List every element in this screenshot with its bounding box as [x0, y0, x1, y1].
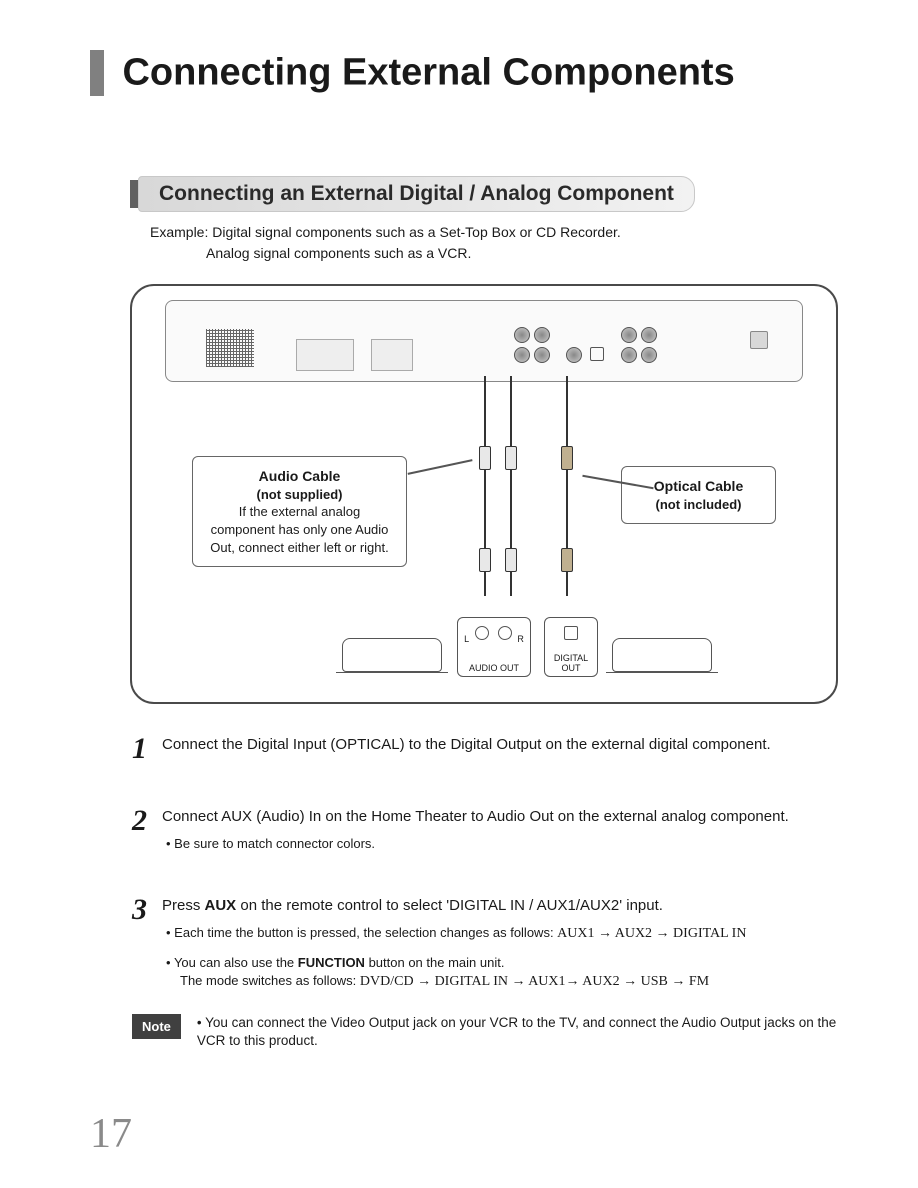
step-number: 1: [132, 734, 162, 764]
audio-l-label: L: [464, 634, 469, 644]
step-text: Press AUX on the remote control to selec…: [162, 895, 746, 916]
cable-plug: [505, 446, 517, 470]
component-jack: [641, 347, 657, 363]
sequence-text: DVD/CD → DIGITAL IN → AUX1→ AUX2 → USB →…: [360, 974, 709, 989]
callout-subtitle: (not included): [634, 496, 763, 514]
jack-icon: [475, 626, 489, 640]
speaker-terminals-1: [296, 339, 354, 371]
aux-jack: [534, 347, 550, 363]
step-sub: Each time the button is pressed, the sel…: [166, 924, 746, 991]
component-jack: [641, 327, 657, 343]
cable-plug: [505, 548, 517, 572]
note-row: Note You can connect the Video Output ja…: [132, 1014, 858, 1052]
leader-line: [408, 459, 473, 474]
optical-plug: [561, 548, 573, 572]
digital-out-box: DIGITAL OUT: [544, 617, 598, 677]
cable-plug: [479, 446, 491, 470]
page-number: 17: [90, 1110, 132, 1158]
audio-r-label: R: [517, 634, 524, 644]
video-jack: [566, 347, 582, 363]
aux-jack: [514, 347, 530, 363]
step-body: Press AUX on the remote control to selec…: [162, 895, 746, 991]
connection-diagram: Audio Cable (not supplied) If the extern…: [130, 284, 838, 704]
step-number: 3: [132, 895, 162, 991]
audio-out-label: AUDIO OUT: [458, 663, 530, 673]
section-heading: Connecting an External Digital / Analog …: [90, 176, 858, 212]
callout-title: Audio Cable: [205, 467, 394, 486]
example-line2: Analog signal components such as a VCR.: [206, 243, 858, 264]
bullet-text: You can also use the: [166, 955, 298, 970]
sequence-text: AUX1 → AUX2 → DIGITAL IN: [557, 926, 746, 941]
bullet-text: Be sure to match connector colors.: [166, 836, 375, 851]
audio-out-box: L R AUDIO OUT: [457, 617, 531, 677]
jack-icon: [498, 626, 512, 640]
step-body: Connect AUX (Audio) In on the Home Theat…: [162, 806, 789, 853]
device-base: [336, 672, 448, 680]
bullet-text: Each time the button is pressed, the sel…: [166, 925, 557, 940]
step-text: Connect the Digital Input (OPTICAL) to t…: [162, 734, 771, 764]
speaker-terminals-2: [371, 339, 413, 371]
text-pre: Press: [162, 897, 205, 914]
antenna-jack: [750, 331, 768, 349]
optical-cable-callout: Optical Cable (not included): [621, 466, 776, 524]
instruction-steps: 1 Connect the Digital Input (OPTICAL) to…: [132, 734, 858, 992]
optical-jack: [590, 347, 604, 361]
example-text: Example: Digital signal components such …: [150, 222, 858, 264]
component-jack: [621, 347, 637, 363]
aux-jack: [514, 327, 530, 343]
step-sub: Be sure to match connector colors.: [166, 835, 789, 853]
cable-plug: [479, 548, 491, 572]
example-line1: Example: Digital signal components such …: [150, 222, 858, 243]
step-text: Connect AUX (Audio) In on the Home Theat…: [162, 806, 789, 827]
main-unit-rear: [165, 300, 802, 382]
step-number: 2: [132, 806, 162, 853]
component-jack: [621, 327, 637, 343]
note-text: You can connect the Video Output jack on…: [197, 1014, 858, 1052]
jack-icon: [564, 626, 578, 640]
step-1: 1 Connect the Digital Input (OPTICAL) to…: [132, 734, 858, 764]
text-post: button on the main unit.: [365, 955, 504, 970]
optical-plug: [561, 446, 573, 470]
step-2: 2 Connect AUX (Audio) In on the Home The…: [132, 806, 858, 853]
digital-out-label: DIGITAL OUT: [545, 653, 597, 673]
text-bold: AUX: [205, 897, 237, 914]
text: The mode switches as follows:: [180, 973, 360, 988]
text-bold: FUNCTION: [298, 955, 365, 970]
audio-cable-callout: Audio Cable (not supplied) If the extern…: [192, 456, 407, 567]
external-device: [342, 638, 442, 672]
aux-jack: [534, 327, 550, 343]
section-title: Connecting an External Digital / Analog …: [138, 176, 695, 212]
title-bar: [90, 50, 104, 96]
callout-subtitle: (not supplied): [205, 486, 394, 504]
page-title: Connecting External Components: [122, 52, 734, 94]
step-3: 3 Press AUX on the remote control to sel…: [132, 895, 858, 991]
device-base: [606, 672, 718, 680]
text-post: on the remote control to select 'DIGITAL…: [236, 897, 663, 914]
vent-grille: [206, 329, 254, 367]
callout-body: If the external analog component has onl…: [205, 503, 394, 556]
page-header: Connecting External Components: [90, 50, 858, 96]
external-device: [612, 638, 712, 672]
note-badge: Note: [132, 1014, 181, 1039]
